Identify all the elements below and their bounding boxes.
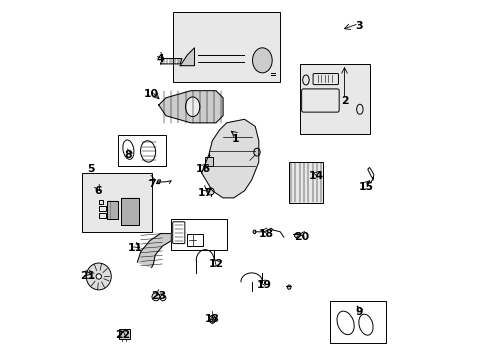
Text: 10: 10 (144, 89, 159, 99)
Text: 14: 14 (308, 171, 323, 181)
Text: 23: 23 (151, 291, 166, 301)
Text: 18: 18 (258, 229, 273, 239)
Polygon shape (159, 91, 223, 123)
Polygon shape (180, 48, 194, 66)
Ellipse shape (160, 295, 165, 301)
Bar (118, 135, 165, 166)
Text: 16: 16 (196, 164, 210, 174)
Text: 1: 1 (231, 134, 239, 144)
Ellipse shape (96, 274, 101, 279)
Ellipse shape (209, 315, 215, 323)
Text: 13: 13 (204, 314, 220, 324)
Bar (171, 219, 226, 249)
Ellipse shape (152, 293, 160, 301)
Text: 9: 9 (354, 307, 362, 317)
Ellipse shape (206, 188, 214, 195)
Bar (205, 157, 213, 166)
Text: 22: 22 (115, 330, 130, 341)
Text: 5: 5 (87, 164, 95, 174)
Polygon shape (137, 234, 171, 267)
Text: 2: 2 (340, 96, 347, 107)
Bar (99, 206, 105, 211)
Bar (288, 162, 323, 203)
Ellipse shape (253, 148, 260, 156)
Ellipse shape (287, 285, 290, 289)
Text: 19: 19 (256, 280, 271, 291)
Bar (299, 64, 369, 134)
Text: 11: 11 (128, 243, 143, 253)
Text: 6: 6 (94, 186, 102, 196)
Text: 20: 20 (293, 232, 308, 242)
Polygon shape (201, 119, 258, 198)
Bar (187, 234, 203, 246)
Text: 7: 7 (147, 179, 155, 189)
Bar (99, 213, 105, 218)
Text: 8: 8 (124, 150, 132, 160)
Ellipse shape (185, 97, 200, 117)
Ellipse shape (252, 48, 272, 73)
Text: 3: 3 (354, 21, 362, 31)
Polygon shape (157, 180, 160, 184)
Text: 17: 17 (197, 188, 212, 198)
Ellipse shape (253, 230, 255, 234)
Bar (173, 12, 280, 82)
Text: 21: 21 (80, 271, 95, 282)
Bar (329, 301, 385, 342)
Text: 12: 12 (208, 259, 223, 269)
Bar (82, 173, 151, 232)
Bar (99, 201, 102, 204)
Ellipse shape (86, 263, 111, 290)
Text: 4: 4 (157, 54, 164, 64)
Text: 15: 15 (358, 182, 373, 192)
Bar (119, 329, 130, 339)
Ellipse shape (294, 233, 298, 238)
